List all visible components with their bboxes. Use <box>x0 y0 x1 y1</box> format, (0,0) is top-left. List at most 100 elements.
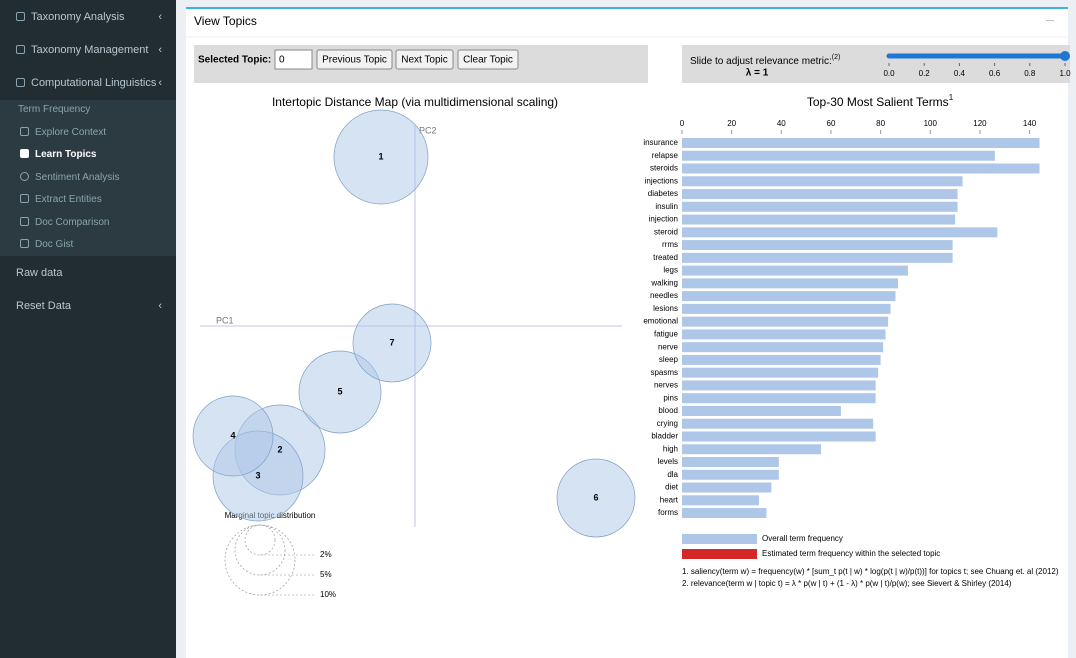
bar <box>682 444 822 455</box>
bar <box>682 163 1040 174</box>
term-label: legs <box>663 266 678 275</box>
submenu-item[interactable]: Explore Context <box>20 127 106 138</box>
submenu-text[interactable]: Sentiment Analysis <box>35 172 120 183</box>
legend-entry: Estimated term frequency within the sele… <box>762 549 940 558</box>
topic-label: 5 <box>337 386 342 396</box>
pc2-label: PC2 <box>419 125 437 135</box>
term-label: nerve <box>658 342 679 351</box>
footnote: 2. relevance(term w | topic t) = λ * p(w… <box>682 579 1012 588</box>
bar <box>682 201 958 212</box>
term-label: rrms <box>662 240 678 249</box>
slider-note: (2) <box>832 54 841 61</box>
bar <box>682 316 889 327</box>
bar <box>682 457 779 467</box>
bar <box>682 495 759 506</box>
topic-circle[interactable] <box>298 350 382 434</box>
submenu-item[interactable]: Doc Gist <box>20 239 73 250</box>
button-label[interactable]: Next Topic <box>401 55 448 66</box>
bar <box>682 227 998 238</box>
menu-text[interactable]: Taxonomy Management <box>31 44 149 56</box>
term-label: emotional <box>643 317 678 326</box>
menu-text[interactable]: Reset Data <box>16 300 72 312</box>
footnote: 1. saliency(term w) = frequency(w) * [su… <box>682 567 1059 576</box>
bar <box>682 138 1040 148</box>
bar-title: Top-30 Most Salient Terms1 <box>807 93 954 109</box>
topic-input-value[interactable]: 0 <box>279 55 285 66</box>
bar <box>682 189 958 200</box>
slider-tick-label: 0.2 <box>919 69 931 78</box>
button[interactable] <box>316 49 393 70</box>
submenu-text[interactable]: Doc Comparison <box>35 217 110 228</box>
bar <box>682 240 953 251</box>
lambda-text: λ = 1 <box>746 68 769 79</box>
submenu-item[interactable]: Extract Entities <box>20 194 102 205</box>
pc1-label: PC1 <box>216 315 234 325</box>
slider-label: Slide to adjust relevance metric:(2) <box>690 54 840 67</box>
term-label: nerves <box>654 381 678 390</box>
button-label[interactable]: Clear Topic <box>463 55 513 66</box>
submenu-item-active[interactable]: Learn Topics <box>20 149 97 160</box>
menu-item[interactable]: Taxonomy Management ‹ <box>16 40 166 60</box>
collapse[interactable]: — <box>1046 16 1054 25</box>
term-label: needles <box>650 291 678 300</box>
legend-label: 2% <box>320 550 332 559</box>
bar <box>682 342 884 353</box>
legend-entry: Overall term frequency <box>762 534 843 543</box>
menu-text[interactable]: Raw data <box>16 267 63 279</box>
topic-circle[interactable] <box>333 109 429 205</box>
bar <box>682 265 908 276</box>
bar <box>682 469 779 480</box>
bar <box>682 329 886 340</box>
bar <box>682 418 874 429</box>
button-label[interactable]: Previous Topic <box>322 55 387 66</box>
x-tick-label: 120 <box>973 119 987 128</box>
menu-item[interactable]: Taxonomy Analysis ‹ <box>16 7 166 27</box>
slider-handle[interactable] <box>1060 51 1070 61</box>
submenu-item[interactable]: Sentiment Analysis <box>20 172 120 183</box>
term-label: insulin <box>655 202 678 211</box>
bar <box>682 482 772 493</box>
topic-label: 2 <box>277 444 282 454</box>
topic-circle[interactable] <box>192 395 274 477</box>
menu-item[interactable]: Reset Data ‹ <box>16 300 162 312</box>
box-title: View Topics <box>194 14 257 28</box>
x-tick-label: 0 <box>680 119 685 128</box>
term-label: spasms <box>650 368 678 377</box>
topic-label: 1 <box>378 151 383 161</box>
submenu-text[interactable]: Learn Topics <box>35 149 97 160</box>
topic-circle[interactable] <box>556 458 636 538</box>
topic-circle[interactable] <box>352 303 432 383</box>
menu-item[interactable]: Computational Linguistics ‹ <box>16 73 166 93</box>
bar <box>682 508 767 519</box>
term-label: forms <box>658 508 678 517</box>
button[interactable] <box>457 49 519 70</box>
sidebar: Taxonomy Analysis ‹ Taxonomy Management ‹ … <box>0 0 176 658</box>
term-label: sleep <box>659 355 679 364</box>
submenu-text[interactable]: Explore Context <box>35 127 107 138</box>
term-label: blood <box>658 406 678 415</box>
button[interactable] <box>395 49 454 70</box>
term-label: lesions <box>653 304 678 313</box>
topic-label: 4 <box>230 430 235 440</box>
menu-text[interactable]: Taxonomy Analysis <box>31 11 125 23</box>
term-label: high <box>663 444 678 453</box>
menu-item[interactable]: Raw data <box>16 263 166 283</box>
bar <box>682 303 891 314</box>
bar <box>682 393 876 404</box>
submenu-text[interactable]: Doc Gist <box>35 239 74 250</box>
submenu-item[interactable]: Doc Comparison <box>20 217 109 228</box>
x-tick-label: 60 <box>827 119 836 128</box>
menu-text[interactable]: Computational Linguistics <box>31 77 157 89</box>
submenu-text[interactable]: Extract Entities <box>35 194 102 205</box>
bar <box>682 354 881 365</box>
slider-tick-label: 1.0 <box>1059 69 1071 78</box>
topic-label: 6 <box>593 492 598 502</box>
submenu-item[interactable]: Term Frequency <box>18 104 91 115</box>
term-label: diabetes <box>648 189 678 198</box>
box <box>186 8 1068 658</box>
topic-label: 3 <box>255 470 260 480</box>
legend-label: 5% <box>320 570 332 579</box>
topic-input[interactable] <box>274 49 313 70</box>
slider-tick-label: 0.6 <box>989 69 1001 78</box>
term-label: treated <box>653 253 678 262</box>
